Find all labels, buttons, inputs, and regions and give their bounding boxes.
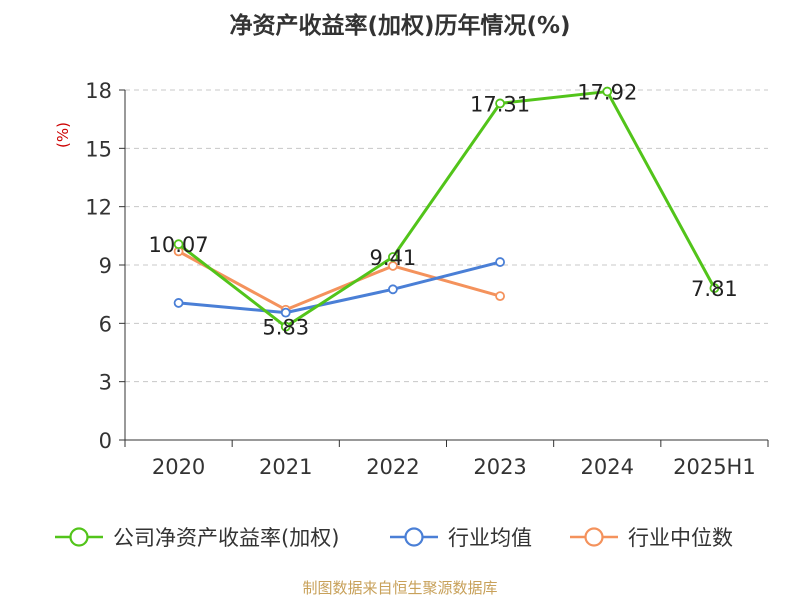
legend-marker bbox=[584, 527, 604, 547]
series-line bbox=[178, 260, 501, 315]
chart-title: 净资产收益率(加权)历年情况(%) bbox=[229, 13, 571, 39]
y-tick-label: 0 bbox=[99, 429, 112, 453]
x-tick-label: 2020 bbox=[152, 455, 205, 479]
data-point bbox=[709, 283, 720, 294]
legend: 公司净资产收益率(加权) 行业均值 行业中位数 bbox=[55, 526, 733, 550]
axes: 0 3 6 9 12 15 18 2020 2021 2022 2023 2024 2025H1 bbox=[85, 79, 769, 479]
data-label: 9.41 bbox=[370, 246, 417, 270]
data-point bbox=[388, 261, 398, 271]
x-tick-label: 2024 bbox=[581, 455, 634, 479]
x-tick-label: 2025H1 bbox=[673, 455, 756, 479]
y-tick-label: 3 bbox=[99, 371, 112, 395]
data-label: 5.83 bbox=[262, 316, 309, 340]
y-tick-label: 12 bbox=[85, 196, 112, 220]
legend-label: 行业均值 bbox=[448, 526, 532, 550]
y-tick-label: 18 bbox=[85, 79, 112, 103]
series-line bbox=[177, 250, 501, 312]
series-line bbox=[177, 90, 716, 329]
data-label: 10.07 bbox=[149, 233, 209, 257]
data-point bbox=[495, 98, 505, 109]
data-labels: 10.07 5.83 9.41 17.31 17.92 7.81 bbox=[149, 81, 738, 340]
data-point bbox=[602, 86, 613, 97]
x-tick-label: 2022 bbox=[366, 455, 419, 479]
data-point bbox=[173, 298, 184, 308]
data-point bbox=[388, 252, 398, 262]
x-tick-label: 2023 bbox=[473, 455, 526, 479]
legend-label: 行业中位数 bbox=[628, 526, 733, 550]
legend-marker bbox=[69, 527, 89, 547]
data-point bbox=[388, 284, 398, 295]
data-point bbox=[495, 257, 505, 267]
gridlines bbox=[125, 89, 768, 383]
series-lines bbox=[173, 86, 720, 332]
data-label: 7.81 bbox=[691, 277, 738, 301]
y-tick-label: 9 bbox=[99, 254, 112, 278]
x-tick-label: 2021 bbox=[259, 455, 312, 479]
data-label: 17.92 bbox=[577, 81, 637, 105]
y-tick-label: 6 bbox=[99, 312, 112, 336]
data-point bbox=[280, 321, 291, 332]
data-point bbox=[173, 239, 184, 250]
data-point bbox=[280, 307, 291, 318]
source-footer: 制图数据来自恒生聚源数据库 bbox=[302, 579, 498, 597]
data-label: 17.31 bbox=[470, 92, 530, 116]
y-tick-label: 15 bbox=[85, 137, 112, 161]
data-point bbox=[495, 291, 505, 302]
legend-label: 公司净资产收益率(加权) bbox=[113, 526, 339, 550]
legend-marker bbox=[404, 527, 424, 547]
